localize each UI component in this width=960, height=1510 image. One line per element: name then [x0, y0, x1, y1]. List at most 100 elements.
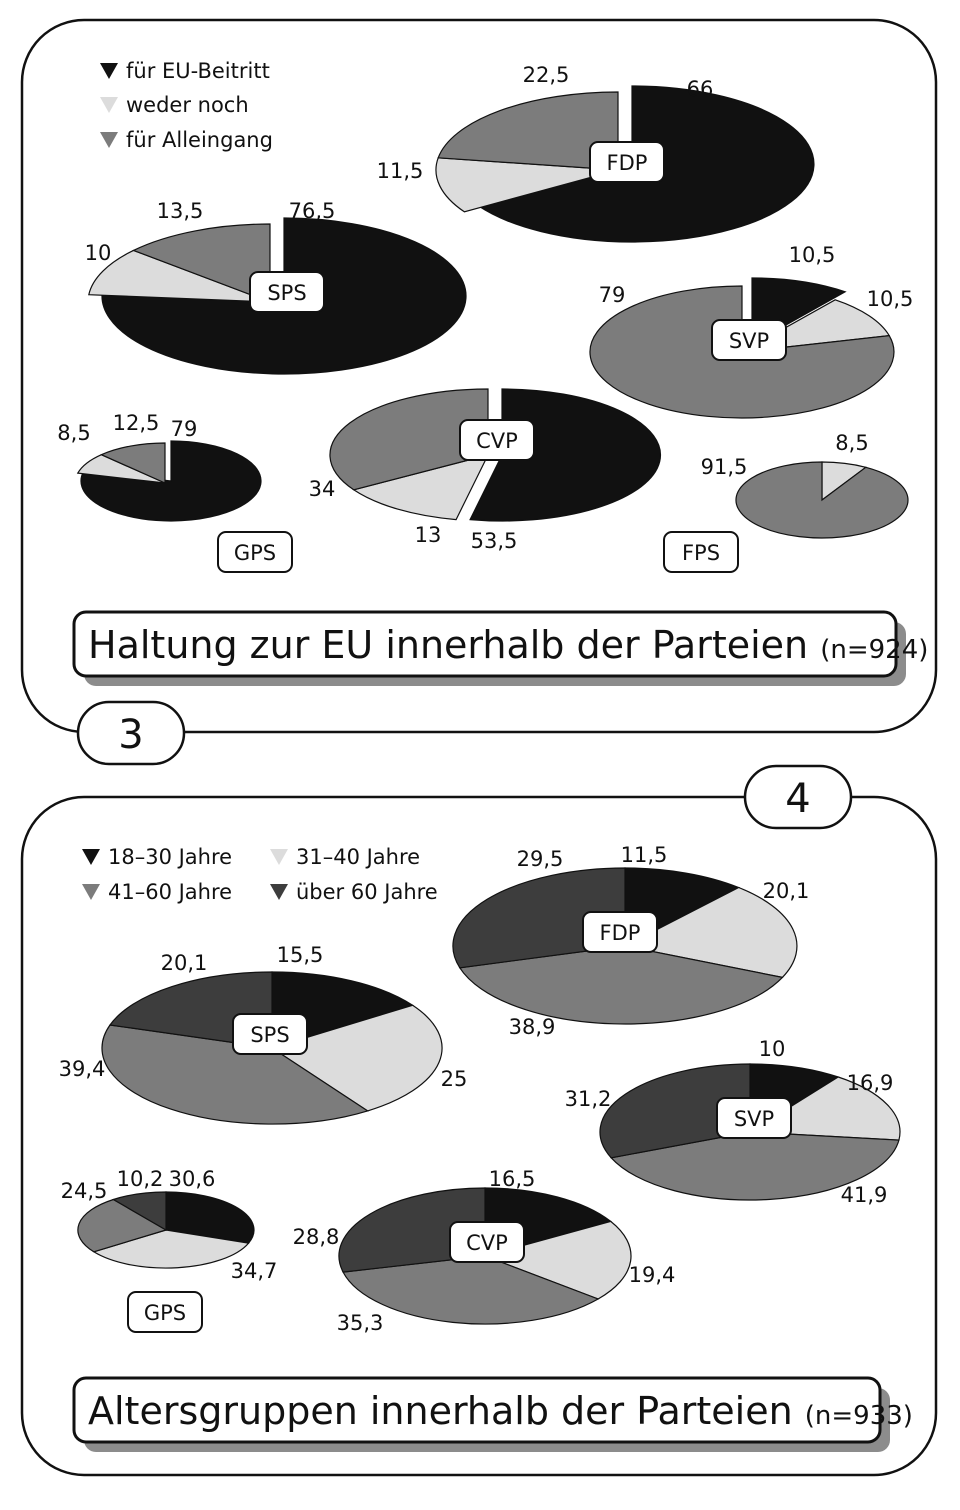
panel-4-label-cvp-18-30-jahre: 16,5 [489, 1167, 536, 1191]
panel-3-title-box: Haltung zur EU innerhalb der Parteien (n… [72, 610, 928, 686]
panel-3-label-cvp-f-r-eu-beitritt: 53,5 [471, 529, 518, 553]
panel-4-slice-fdp-41-60-jahre [458, 945, 784, 1025]
panel-3-party-name-sps: SPS [267, 281, 306, 305]
panel-3-slice-sps-weder-noch [88, 249, 271, 303]
panel-4-slice-sps-ber-60-jahre [108, 971, 273, 1049]
panel-4-party-name-svp: SVP [734, 1107, 774, 1131]
panel-4-legend-label-41-60-jahre: 41–60 Jahre [108, 880, 232, 904]
panel-4-party-box-sps [232, 1013, 308, 1055]
panel-3-slice-cvp-f-r-alleingang [329, 388, 489, 491]
panel-3-legend-label-f-r-eu-beitritt: für EU-Beitritt [126, 59, 270, 83]
panel-3-party-box-gps [217, 531, 293, 573]
panel-4-label-cvp-31-40-jahre: 19,4 [629, 1263, 676, 1287]
panel-4-label-fdp-31-40-jahre: 20,1 [763, 879, 810, 903]
panel-3-pie-sps: 76,5 10 13,5 SPS [85, 199, 467, 375]
panel-4-pie-fdp: 11,5 20,1 38,9 29,5 FDP [452, 843, 810, 1039]
panel-3-label-cvp-weder-noch: 13 [415, 523, 442, 547]
panel-4-label-svp-31-40-jahre: 16,9 [847, 1071, 894, 1095]
panel-3-pie-gps: 79 8,5 12,5 GPS [57, 411, 293, 573]
panel-3-label-gps-weder-noch: 8,5 [57, 421, 90, 445]
panel-3-party-name-cvp: CVP [476, 429, 518, 453]
panel-4-slice-sps-41-60-jahre [101, 1024, 369, 1125]
panel-3-party-box-fps [663, 531, 739, 573]
panel-4-slice-sps-31-40-jahre [270, 1004, 443, 1112]
panel-4-label-cvp-41-60-jahre: 35,3 [337, 1311, 384, 1335]
panel-4-label-fdp-ber-60-jahre: 29,5 [517, 847, 564, 871]
panel-3-slice-fdp-weder-noch [435, 157, 619, 213]
panel-4-slice-svp-ber-60-jahre [599, 1063, 751, 1159]
panel-3-party-name-svp: SVP [729, 329, 769, 353]
panel-3-label-fdp-f-r-alleingang: 22,5 [523, 63, 570, 87]
panel-3-label-gps-f-r-alleingang: 12,5 [113, 411, 160, 435]
panel-3-slice-cvp-weder-noch [352, 454, 490, 521]
panel-4-slice-fdp-31-40-jahre [623, 886, 798, 979]
panel-4-label-gps-18-30-jahre: 30,6 [169, 1167, 216, 1191]
panel-3-legend-marker-weder-noch [100, 97, 118, 113]
panel-4-label-gps-31-40-jahre: 34,7 [231, 1259, 278, 1283]
panel-3-party-name-fdp: FDP [607, 151, 648, 175]
panel-4-party-box-gps [127, 1291, 203, 1333]
panel-3-legend-label-weder-noch: weder noch [126, 93, 249, 117]
panel-4-party-box-fdp [582, 911, 658, 953]
panel-3-number-badge: 3 [76, 700, 186, 766]
panel-4-label-gps-ber-60-jahre: 10,2 [117, 1167, 164, 1191]
panel-3-number: 3 [118, 712, 143, 758]
panel-4-party-name-gps: GPS [144, 1301, 186, 1325]
panel-4-slice-gps-31-40-jahre [92, 1229, 250, 1269]
panel-4-pie-svp: 10 16,9 41,9 31,2 SVP [565, 1037, 901, 1207]
panel-3-party-box-sps [249, 271, 325, 313]
panel-4-frame [20, 795, 938, 1477]
panel-4-slice-cvp-31-40-jahre [483, 1220, 632, 1300]
panel-3-pie-cvp: 53,5 13 34 CVP [309, 388, 662, 553]
panel-3-slice-gps-f-r-eu-beitritt [80, 440, 262, 522]
panel-4-pie-gps: 30,6 34,7 24,5 10,2 GPS [61, 1167, 278, 1333]
panel-4-label-sps-31-40-jahre: 25 [441, 1067, 468, 1091]
panel-4-legend: 18–30 Jahre 31–40 Jahre 41–60 Jahre über 60… [82, 845, 438, 904]
panel-3-label-svp-f-r-eu-beitritt: 10,5 [789, 243, 836, 267]
panel-4-label-fdp-18-30-jahre: 11,5 [621, 843, 668, 867]
panel-4-slice-gps-18-30-jahre [165, 1191, 255, 1244]
panel-4-label-sps-41-60-jahre: 39,4 [59, 1057, 106, 1081]
panel-4-pies: 11,5 20,1 38,9 29,5 FDP 15,5 25 39,4 20,1 SPS 10 16… [59, 843, 901, 1335]
panel-4-pie-sps: 15,5 25 39,4 20,1 SPS [59, 943, 468, 1125]
panel-3-label-svp-weder-noch: 10,5 [867, 287, 914, 311]
panel-4-number: 4 [785, 776, 810, 822]
panel-3-label-sps-f-r-alleingang: 13,5 [157, 199, 204, 223]
panel-3-label-fdp-weder-noch: 11,5 [377, 159, 424, 183]
panel-4-title-box: Altersgruppen innerhalb der Parteien (n=… [72, 1376, 913, 1452]
panel-3-label-fps-weder-noch: 8,5 [835, 431, 868, 455]
panel-3-pie-fps: 8,5 91,5 FPS [663, 431, 909, 573]
panel-3-label-cvp-f-r-alleingang: 34 [309, 477, 336, 501]
panel-4-slice-gps-ber-60-jahre [111, 1191, 167, 1232]
panel-4-pie-cvp: 16,5 19,4 35,3 28,8 CVP [293, 1167, 676, 1335]
panel-4-party-box-svp [716, 1097, 792, 1139]
panel-4-legend-marker-41-60-jahre [82, 884, 100, 900]
panel-3-label-fdp-f-r-eu-beitritt: 66 [687, 77, 714, 101]
panel-4-label-cvp-ber-60-jahre: 28,8 [293, 1225, 340, 1249]
panel-4-party-name-sps: SPS [250, 1023, 289, 1047]
panel-3-slice-sps-f-r-alleingang [131, 223, 271, 303]
panel-4-label-fdp-41-60-jahre: 38,9 [509, 1015, 556, 1039]
panel-3-slice-fdp-f-r-alleingang [437, 91, 619, 171]
panel-4-label-sps-18-30-jahre: 15,5 [277, 943, 324, 967]
panel-4-legend-marker-31-40-jahre [270, 849, 288, 865]
panel-3-party-box-cvp [459, 419, 535, 461]
panel-3-slice-fps-f-r-alleingang [735, 461, 909, 539]
panel-3-label-gps-f-r-eu-beitritt: 79 [171, 417, 198, 441]
panel-4-legend-label-18-30-jahre: 18–30 Jahre [108, 845, 232, 869]
panel-3-label-sps-f-r-eu-beitritt: 76,5 [289, 199, 336, 223]
panel-3-party-box-fdp [589, 141, 665, 183]
panel-3-title: Haltung zur EU innerhalb der Parteien (n… [88, 623, 928, 667]
panel-4-legend-marker-18-30-jahre [82, 849, 100, 865]
panel-3-pies: 66 11,5 22,5 FDP 76,5 10 13,5 SPS 10,5 10,5 79 SVP 5… [57, 63, 914, 573]
panel-4-party-box-cvp [449, 1221, 525, 1263]
panel-3-label-fps-f-r-alleingang: 91,5 [701, 455, 748, 479]
panel-3-label-sps-weder-noch: 10 [85, 241, 112, 265]
panel-4-party-name-fdp: FDP [600, 921, 641, 945]
panel-4-label-gps-41-60-jahre: 24,5 [61, 1179, 108, 1203]
panel-4-label-svp-ber-60-jahre: 31,2 [565, 1087, 612, 1111]
panel-4-title: Altersgruppen innerhalb der Parteien (n=… [88, 1389, 913, 1433]
panel-4-label-svp-18-30-jahre: 10 [759, 1037, 786, 1061]
panel-4-number-badge: 4 [743, 764, 853, 830]
